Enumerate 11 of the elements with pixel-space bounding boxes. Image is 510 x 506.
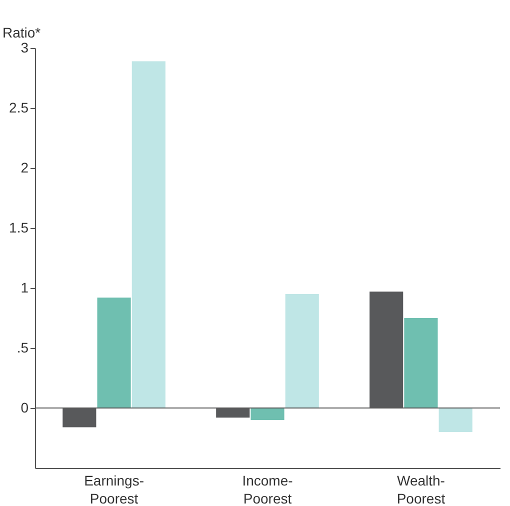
y-tick-label: 2.5 [9, 100, 29, 116]
y-axis-title: Ratio* [2, 24, 42, 40]
y-tick-label: 3 [20, 40, 29, 56]
y-tick-label: .5 [16, 340, 29, 356]
x-tick-label: Earnings-Poorest [84, 472, 144, 506]
y-tick-label: 0 [20, 400, 29, 416]
x-tick-label: Income-Poorest [242, 472, 294, 506]
x-tick-label: Wealth-Poorest [396, 472, 446, 506]
y-tick-label: 1.5 [9, 220, 29, 236]
y-tick-label: 1 [20, 280, 29, 296]
y-tick-label: 2 [20, 160, 29, 176]
